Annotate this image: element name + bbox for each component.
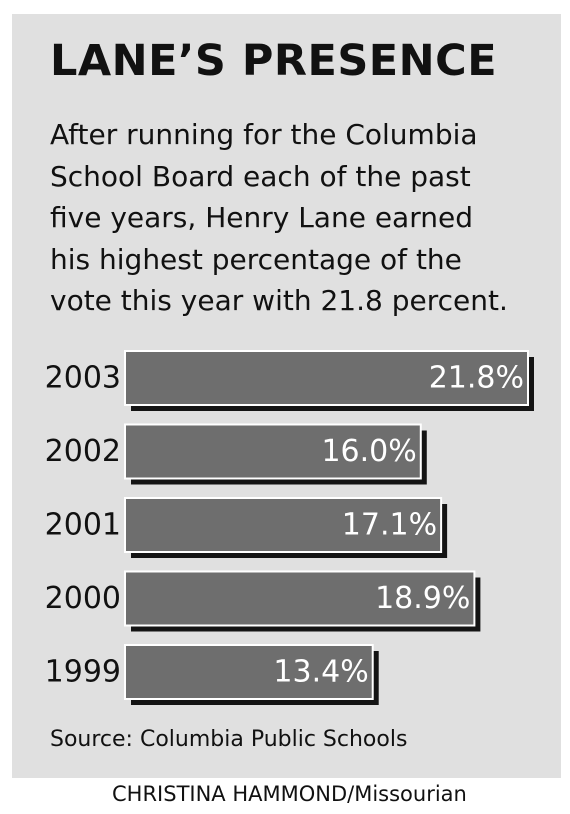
description-line: After running for the Columbia xyxy=(50,118,478,151)
bar xyxy=(124,423,422,480)
category-label: 2000 xyxy=(45,581,121,616)
bar xyxy=(124,497,443,553)
data-label: 13.4% xyxy=(273,655,368,690)
bar-group: 2002 16.0% xyxy=(45,423,427,485)
bar xyxy=(124,350,529,406)
data-label: 21.8% xyxy=(429,361,524,396)
graphic-credit: CHRISTINA HAMMOND/Missourian xyxy=(112,782,467,806)
bar xyxy=(124,644,374,700)
source-note: Source: Columbia Public Schools xyxy=(50,727,408,752)
chart-title: LANE’S PRESENCE xyxy=(50,36,498,86)
description-line: his highest percentage of the xyxy=(50,242,462,276)
description-line: five years, Henry Lane earned xyxy=(50,201,473,234)
bar xyxy=(124,570,476,627)
data-label: 16.0% xyxy=(321,434,416,469)
description-line: vote this year with 21.8 percent. xyxy=(50,284,508,317)
bar-group: 2000 18.9% xyxy=(45,570,481,632)
chart-description: After running for the Columbia School Bo… xyxy=(50,114,540,322)
category-label: 1999 xyxy=(45,655,121,690)
bar-group: 2001 17.1% xyxy=(45,497,448,558)
category-label: 2001 xyxy=(45,508,121,543)
category-label: 2002 xyxy=(45,434,121,469)
description-line: School Board each of the past xyxy=(50,159,471,193)
bar-group: 1999 13.4% xyxy=(45,644,379,705)
data-label: 17.1% xyxy=(342,508,437,543)
category-label: 2003 xyxy=(45,361,121,396)
data-label: 18.9% xyxy=(375,581,470,616)
bar-group: 2003 21.8% xyxy=(45,350,534,411)
